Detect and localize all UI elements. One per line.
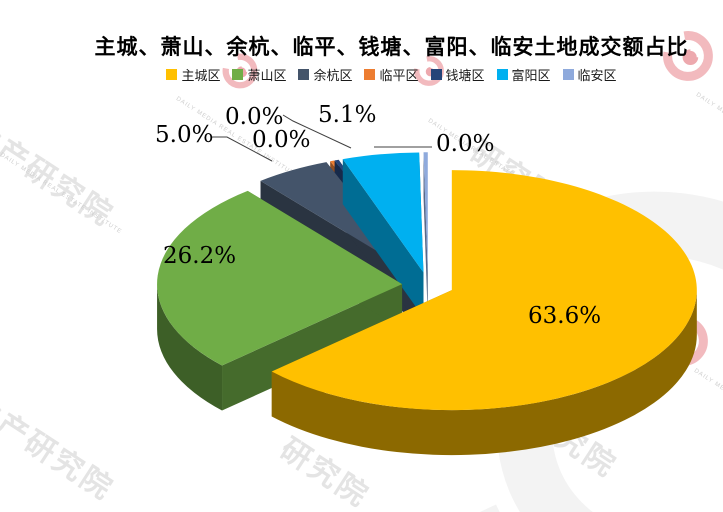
pie-slice-side (423, 152, 428, 318)
legend-item-linan: 临安区 (562, 65, 617, 84)
legend-swatch (298, 69, 310, 80)
legend-item-zhucheng: 主城区 (166, 65, 220, 84)
legend-item-fuyang: 富阳区 (496, 65, 551, 84)
legend-swatch (364, 69, 376, 80)
legend-swatch (232, 69, 244, 80)
legend-label: 余杭区 (313, 68, 353, 83)
legend-item-qiantang: 钱塘区 (430, 65, 485, 84)
pie-data-label: 0.0% (225, 104, 284, 130)
pie-slice-top-5 (342, 152, 424, 273)
legend-label: 临安区 (577, 68, 617, 83)
legend-swatch (496, 69, 508, 80)
label-leader-line (211, 136, 273, 162)
pie-data-label: 63.6% (528, 303, 602, 329)
pie-slice-top-6 (423, 152, 428, 273)
legend-label: 萧山区 (247, 68, 287, 83)
legend-item-linping: 临平区 (364, 65, 419, 84)
legend-label: 钱塘区 (445, 68, 485, 83)
pie-slice-side (342, 159, 424, 318)
chart-title: 主城、萧山、余杭、临平、钱塘、富阳、临安土地成交额占比 (94, 36, 689, 59)
pie-data-label: 5.1% (318, 102, 377, 128)
pie-data-label: 5.0% (155, 122, 214, 148)
pie-slice-rim (271, 290, 697, 456)
legend-swatch (166, 69, 178, 80)
legend-label: 临平区 (379, 68, 419, 83)
pie-slice-top-0 (271, 170, 697, 411)
legend-label: 主城区 (181, 68, 221, 83)
pie-slice-top-1 (157, 190, 403, 366)
legend-swatch (562, 69, 574, 80)
pie-data-label: 0.0% (436, 131, 495, 157)
legend-item-yuhang: 余杭区 (298, 65, 352, 84)
pie-slice-rim (157, 284, 223, 411)
pie-data-label: 0.0% (252, 127, 311, 153)
legend-swatch (430, 69, 442, 80)
label-leader-line (282, 114, 352, 149)
legend-label: 富阳区 (511, 68, 551, 83)
pie-data-label: 26.2% (163, 243, 237, 269)
chart-legend: 主城区 萧山区 余杭区 临平区 钱塘区 富阳区 临安区 (30, 65, 723, 84)
pie-slice-side (222, 284, 403, 411)
legend-item-xiaoshan: 萧山区 (232, 65, 286, 84)
